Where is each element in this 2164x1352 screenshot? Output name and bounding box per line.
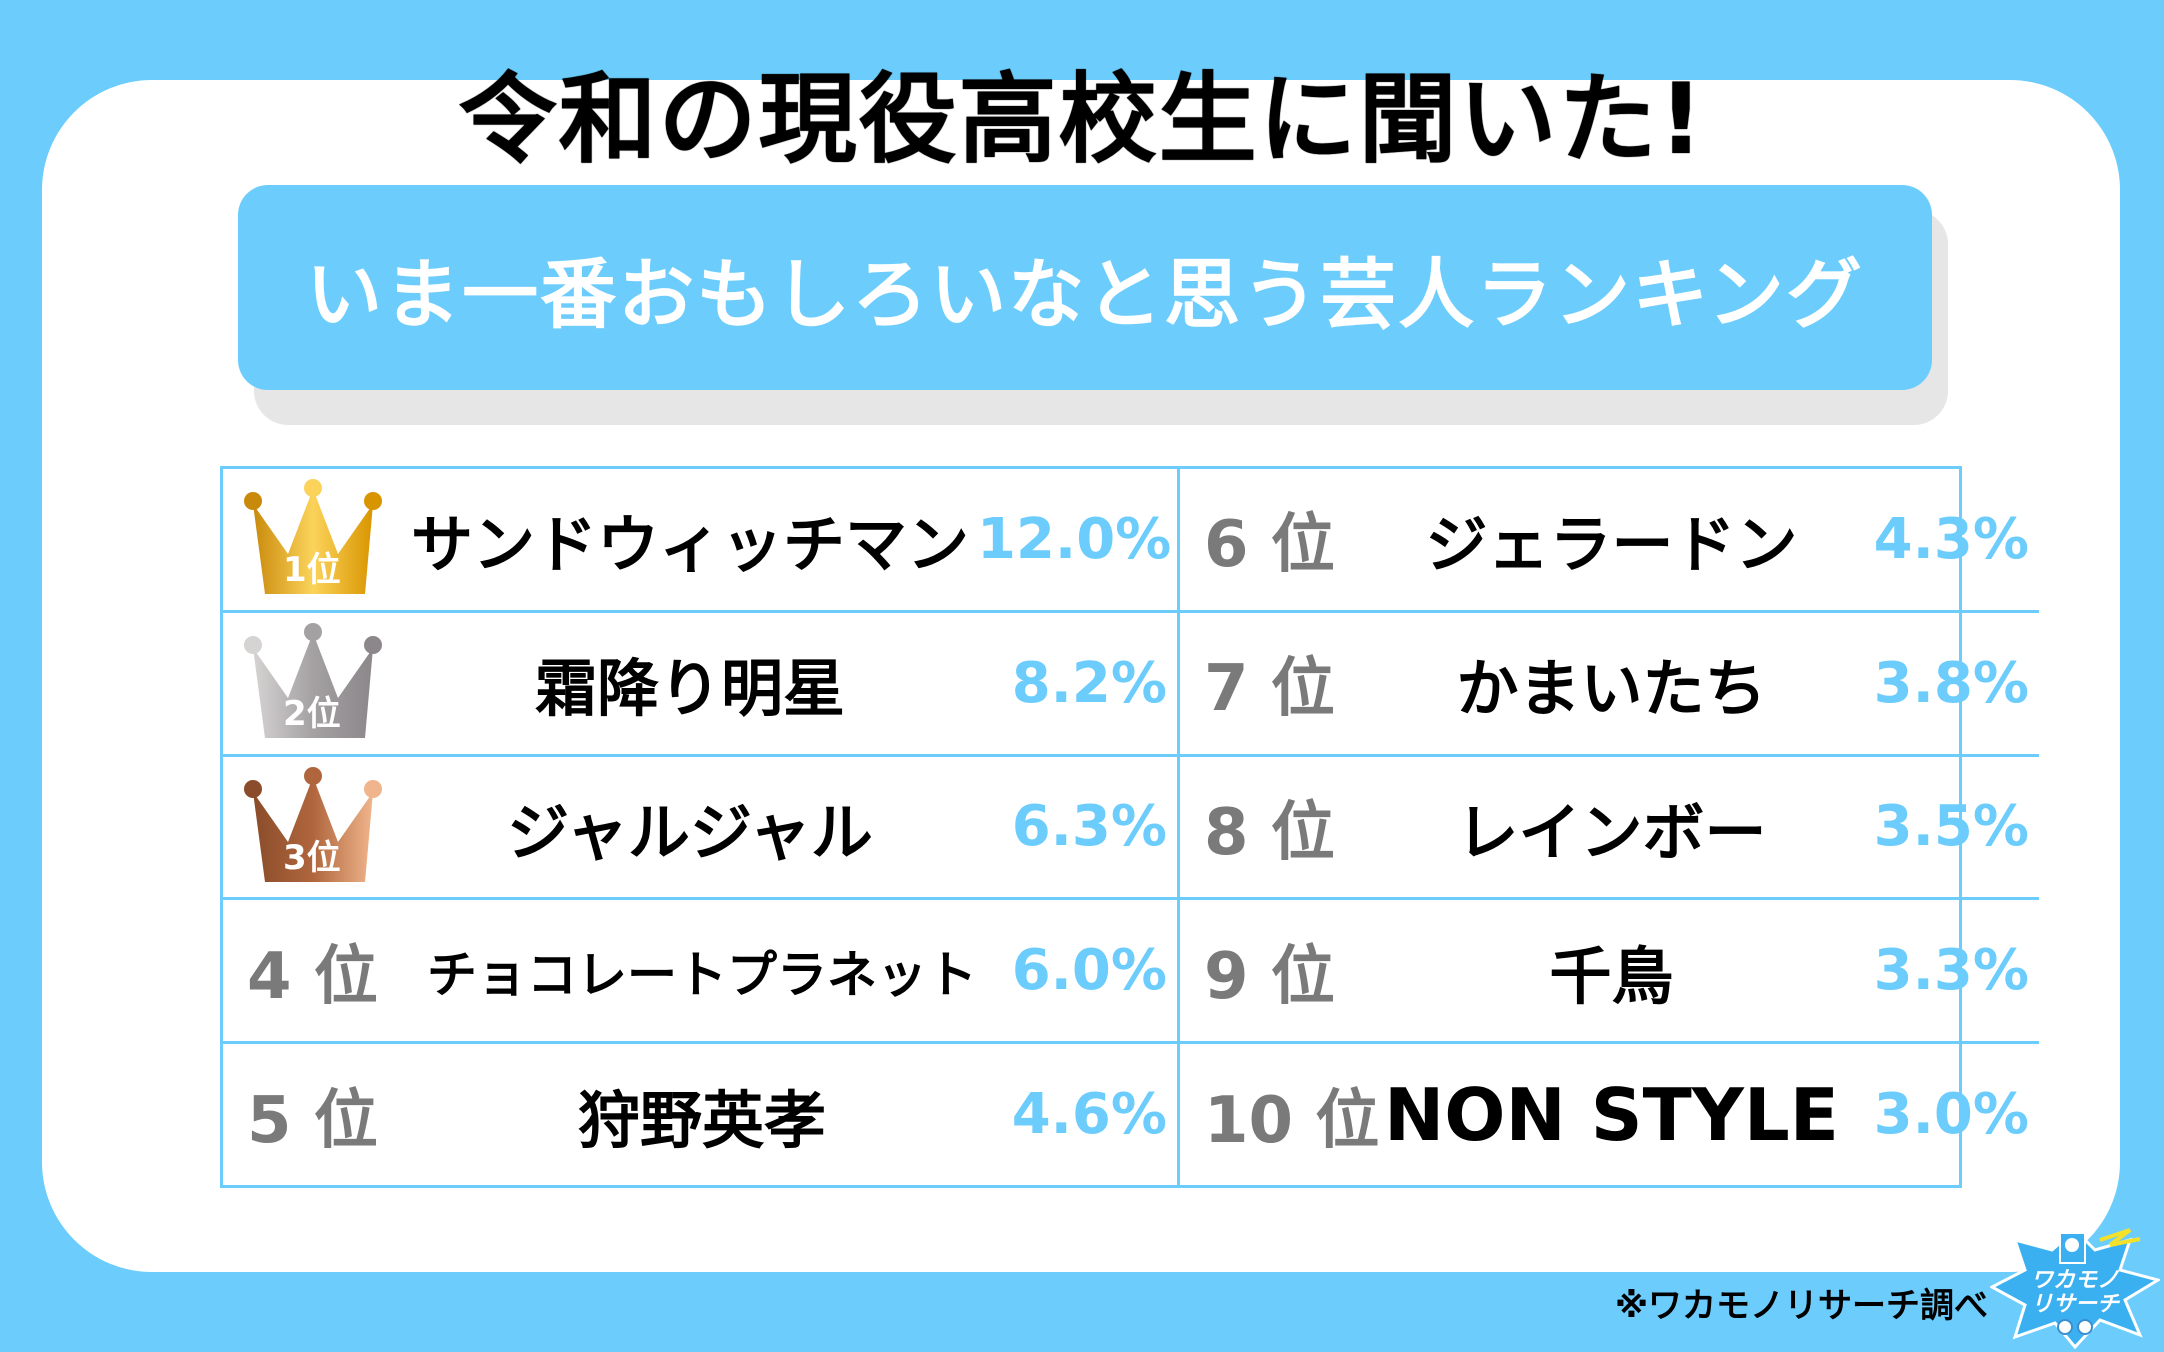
- comedian-name: サンドウィッチマン: [410, 508, 969, 582]
- percentage: 3.3%: [1873, 938, 2029, 1004]
- page-title: 令和の現役高校生に聞いた!: [458, 63, 1706, 177]
- percentage: 6.0%: [1011, 938, 1167, 1004]
- ranking-banner: いま一番おもしろいなと思う芸人ランキング: [238, 185, 1932, 390]
- percentage: 3.8%: [1873, 650, 2029, 716]
- ranking-row: 3位 ジャルジャル 6.3%: [223, 757, 1177, 901]
- percentage: 6.3%: [1011, 794, 1167, 860]
- ranking-row: 7 位 かまいたち 3.8%: [1180, 613, 2039, 757]
- gold-crown-icon: 1位: [223, 474, 403, 604]
- rank-label: 9 位: [1204, 939, 1335, 1014]
- rank-label: 6 位: [1204, 508, 1335, 583]
- percentage: 3.0%: [1873, 1082, 2029, 1148]
- comedian-name: 霜降り明星: [534, 652, 845, 726]
- ranking-row: 4 位チョコレートプラネット 6.0%: [223, 900, 1177, 1045]
- source-note: ※ワカモノリサーチ調べ: [1615, 1286, 1989, 1326]
- comedian-name: NON STYLE: [1384, 1072, 1839, 1157]
- rank-label: 8 位: [1204, 795, 1335, 870]
- percentage: 12.0%: [977, 506, 1172, 572]
- bronze-crown-icon: 3位: [223, 762, 403, 892]
- comedian-name: かまいたち: [1456, 652, 1767, 726]
- svg-text:ワカモノ: ワカモノ: [2031, 1268, 2120, 1293]
- rank-label: 4 位: [247, 939, 378, 1014]
- rank-label: 1位: [283, 550, 341, 591]
- svg-text:リサーチ: リサーチ: [2031, 1292, 2121, 1317]
- ranking-row: 6 位 ジェラードン 4.3%: [1180, 469, 2039, 613]
- ranking-row: 5 位 狩野英孝 4.6%: [223, 1044, 1177, 1185]
- comedian-name: チョコレートプラネット: [427, 945, 977, 1004]
- rank-label: 2位: [283, 694, 341, 735]
- comedian-name: レインボー: [1456, 795, 1767, 869]
- percentage: 8.2%: [1011, 650, 1167, 716]
- rank-label: 7 位: [1204, 652, 1335, 727]
- ranking-row: 2位 霜降り明星 8.2%: [223, 613, 1177, 757]
- wakamono-research-logo: ワカモノ リサーチ: [1990, 1227, 2160, 1350]
- ranking-table: 1位 サンドウィッチマン 12.0% 2位 霜降り明星 8.2% 3位 ジャルジャル 6.3…: [220, 466, 2039, 1188]
- comedian-name: 狩野英孝: [577, 1083, 826, 1157]
- rank-label: 3位: [283, 837, 341, 878]
- ranking-row: 10 位 NON STYLE 3.0%: [1180, 1044, 2039, 1185]
- silver-crown-icon: 2位: [223, 618, 403, 748]
- ranking-row: 1位 サンドウィッチマン 12.0%: [223, 469, 1177, 613]
- ranking-row: 9 位 千鳥 3.3%: [1180, 900, 2039, 1045]
- comedian-name: ジェラードン: [1425, 508, 1798, 582]
- percentage: 4.6%: [1011, 1082, 1167, 1148]
- ranking-column-left: 1位 サンドウィッチマン 12.0% 2位 霜降り明星 8.2% 3位 ジャルジャル 6.3…: [223, 469, 1180, 1185]
- rank-label: 5 位: [247, 1083, 378, 1158]
- percentage: 4.3%: [1873, 506, 2029, 572]
- ranking-column-right: 6 位 ジェラードン 4.3% 7 位 かまいたち 3.8% 8 位 レインボー 3.5% 9 位…: [1180, 469, 2039, 1185]
- rank-label: 10 位: [1204, 1083, 1380, 1158]
- ranking-row: 8 位 レインボー 3.5%: [1180, 757, 2039, 901]
- percentage: 3.5%: [1873, 794, 2029, 860]
- comedian-name: ジャルジャル: [507, 795, 873, 869]
- comedian-name: 千鳥: [1549, 939, 1674, 1013]
